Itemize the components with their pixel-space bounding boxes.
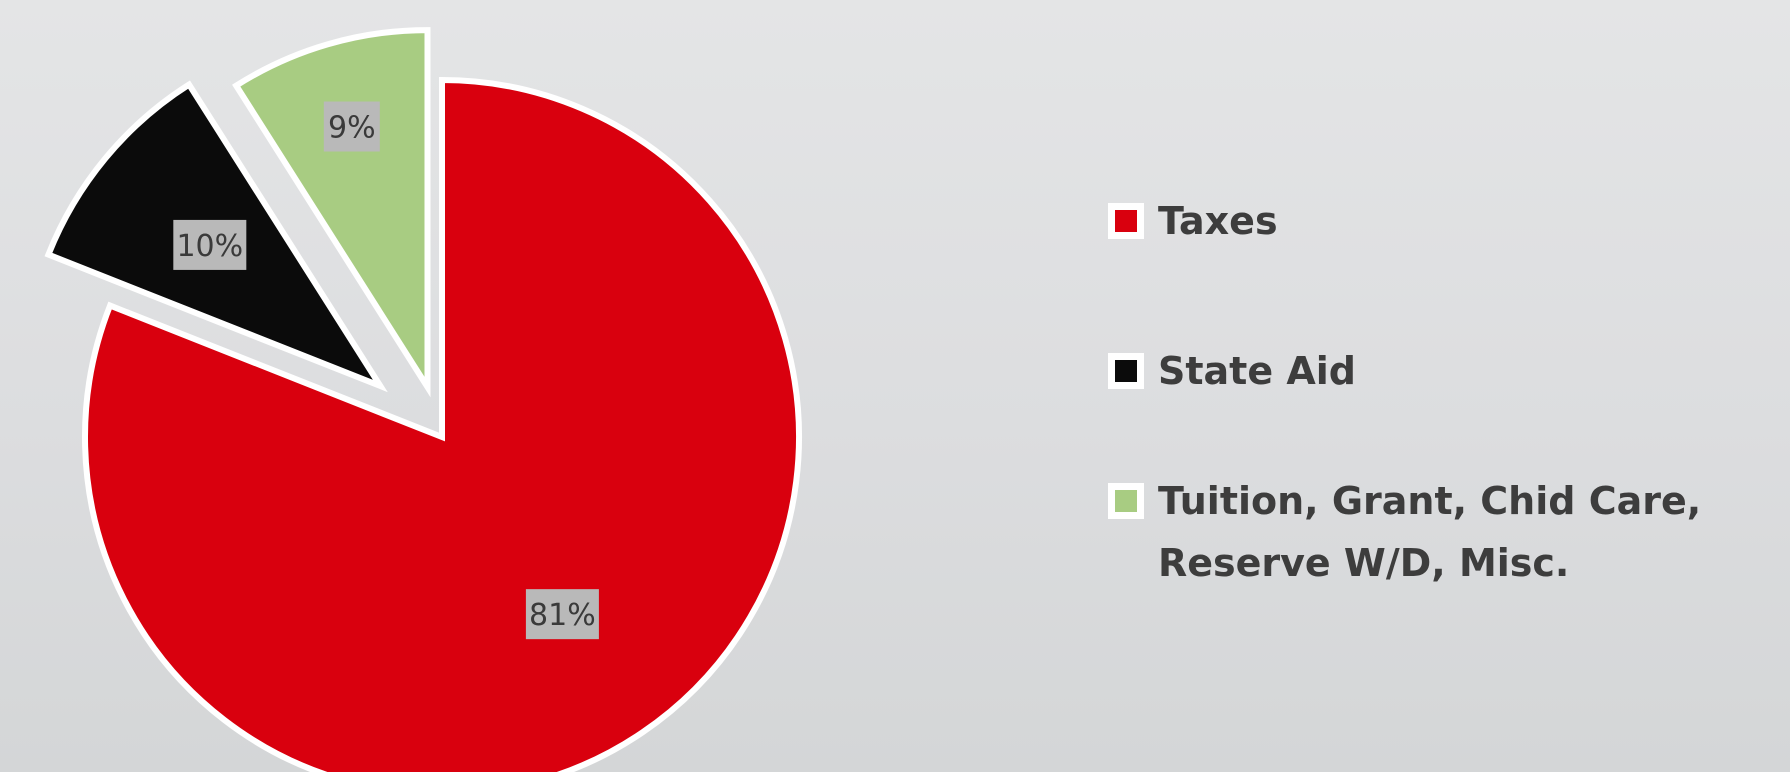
legend-label-tuition-misc: Tuition, Grant, Chid Care, Reserve W/D, … [1158,479,1702,585]
legend-swatch-taxes [1115,210,1137,232]
legend-swatch-frame [1108,483,1144,519]
legend-label-taxes: Taxes [1158,199,1278,243]
legend-swatch-frame [1108,353,1144,389]
legend-swatch-state-aid [1115,360,1137,382]
legend-label-state-aid: State Aid [1158,349,1356,393]
legend-swatch-frame [1108,203,1144,239]
pie-slice-taxes [82,76,802,772]
data-label-box [525,589,599,640]
legend-swatch-tuition-misc [1115,490,1137,512]
data-label-text: 10% [176,229,243,264]
chart-legend: Taxes State Aid Tuition, Grant, Chid Car… [1108,190,1788,594]
legend-item-state-aid: State Aid [1108,340,1788,402]
data-label-box [323,101,380,152]
data-label-text: 81% [529,598,596,633]
data-label-text: 9% [328,111,376,146]
pie-chart: 81% 10% 9% [48,30,802,772]
data-label-box [173,219,247,270]
data-label-taxes: 81% [525,589,599,640]
data-label-state-aid: 10% [173,219,247,270]
legend-item-taxes: Taxes [1108,190,1788,252]
data-label-tuition-misc: 9% [323,101,380,152]
legend-item-tuition-misc: Tuition, Grant, Chid Care, Reserve W/D, … [1108,470,1788,594]
